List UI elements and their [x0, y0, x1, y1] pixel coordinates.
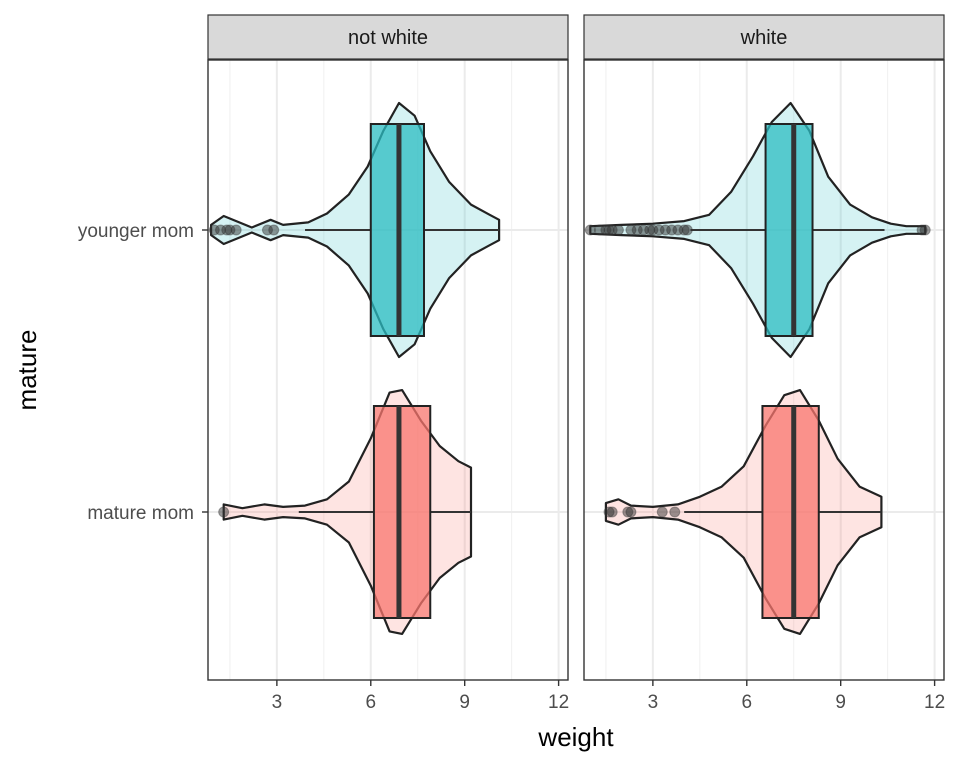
x-axis-title: weight — [537, 722, 614, 752]
x-tick-label: 9 — [459, 692, 470, 713]
panel-border-not-white — [207, 59, 569, 681]
facet-strip-not-white — [207, 14, 569, 60]
outlier-point-not-white-mature-mom — [218, 506, 230, 518]
axes: 3 6 9 12 3 6 9 12 younger mom mature mom — [78, 59, 945, 713]
facet-label-not-white: not white — [348, 27, 428, 49]
facet-strip-white — [583, 14, 945, 60]
outlier-point-white-younger-mom — [584, 224, 596, 236]
x-tick-label: 3 — [272, 692, 283, 713]
outlier-point-not-white-younger-mom — [268, 224, 280, 236]
box-white-younger-mom — [764, 123, 814, 337]
panels: not white white — [207, 14, 945, 680]
outlier-point-white-younger-mom — [612, 224, 624, 236]
outlier-point-white-mature-mom — [625, 506, 637, 518]
x-tick-label: 9 — [835, 692, 846, 713]
outlier-point-white-mature-mom — [669, 506, 681, 518]
x-tick-label: 6 — [741, 692, 752, 713]
y-tick-label-mature-mom: mature mom — [87, 503, 194, 524]
chart-marks — [208, 101, 931, 635]
y-axis-title: mature — [12, 330, 42, 411]
box-white-mature-mom — [761, 405, 820, 619]
x-tick-label: 12 — [548, 692, 569, 713]
box-not-white-mature-mom — [372, 405, 432, 619]
x-tick-label: 3 — [648, 692, 659, 713]
x-tick-label: 6 — [365, 692, 376, 713]
facet-label-white: white — [740, 27, 788, 49]
y-tick-label-younger-mom: younger mom — [78, 221, 194, 242]
outlier-point-white-mature-mom — [606, 506, 618, 518]
x-tick-label: 12 — [924, 692, 945, 713]
outlier-point-white-mature-mom — [656, 506, 668, 518]
panel-border-white — [583, 59, 945, 681]
outlier-point-white-younger-mom — [681, 224, 693, 236]
outlier-point-white-younger-mom — [919, 224, 931, 236]
outlier-point-not-white-younger-mom — [230, 224, 242, 236]
